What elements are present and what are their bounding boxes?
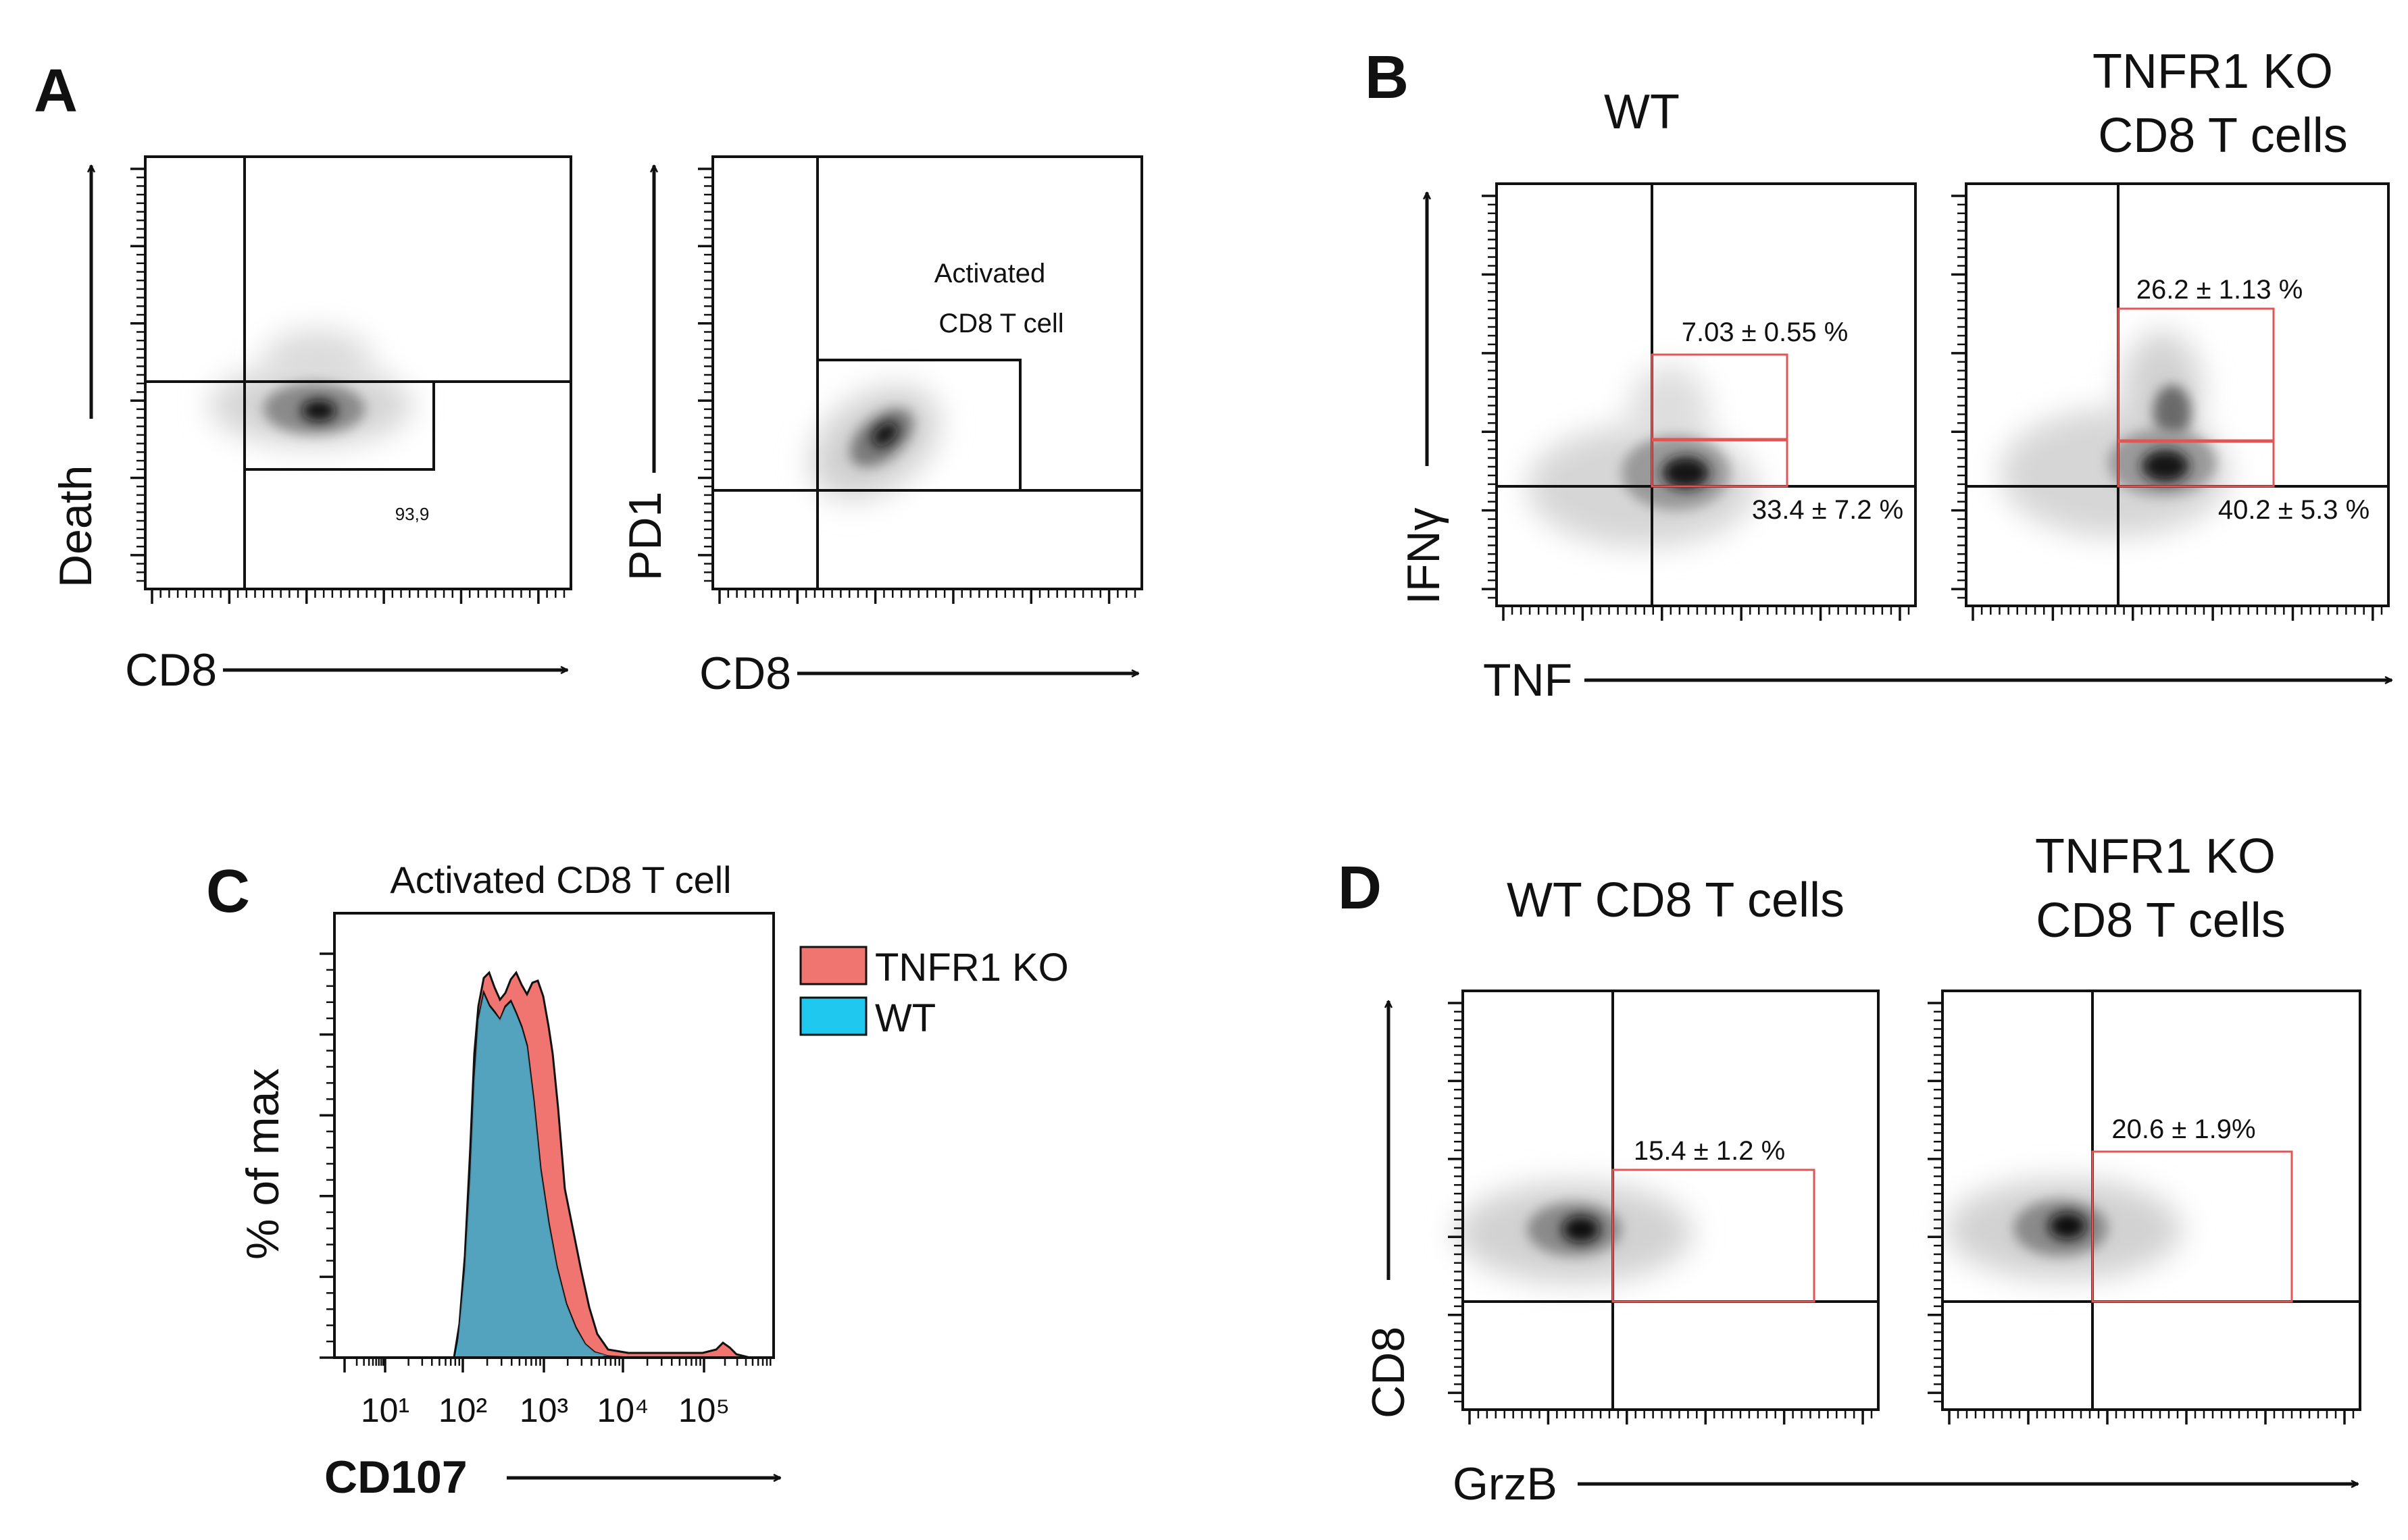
density-b-ko xyxy=(2000,331,2230,537)
legend-label-wt: WT xyxy=(875,996,936,1040)
y-ticks-d-wt xyxy=(1448,1002,1463,1403)
series-title-b-ko-line2: CD8 T cells xyxy=(2098,109,2347,163)
x-ticks-d-ko xyxy=(1948,1410,2355,1424)
y-ticks-b-wt xyxy=(1482,195,1497,599)
y-ticks-d-ko xyxy=(1928,1002,1942,1403)
x-ticks-c xyxy=(343,1358,772,1372)
ylabel-c: % of max xyxy=(237,1069,289,1260)
density-d-ko xyxy=(1946,1179,2182,1280)
series-title-d-ko-line1: TNFR1 KO xyxy=(2035,829,2276,883)
gate-label-b-ko-1: 26.2 ± 1.13 % xyxy=(2136,275,2303,305)
legend-label-tnfr1-ko: TNFR1 KO xyxy=(875,946,1069,990)
gate-label-b-ko-2: 40.2 ± 5.3 % xyxy=(2218,495,2369,525)
plot-a1: 93,9 Death CD8 xyxy=(50,155,572,696)
plot-a2: Activated CD8 T cell PD1 CD8 xyxy=(620,155,1143,699)
gate-b-ko-double xyxy=(2117,307,2275,442)
panel-label-b: B xyxy=(1365,44,1409,111)
panel-label-a: A xyxy=(34,57,78,125)
xlabel-a2: CD8 xyxy=(699,648,791,699)
ylabel-d: CD8 xyxy=(1363,1327,1414,1418)
gate-a2 xyxy=(816,359,1022,492)
density-a2 xyxy=(811,386,939,499)
panel-label-c: C xyxy=(206,858,250,925)
x-ticks-d-wt xyxy=(1468,1410,1873,1424)
legend-swatch-tnfr1-ko xyxy=(799,946,868,985)
gate-label-a2: CD8 T cell xyxy=(938,309,1063,338)
series-title-b-ko-line1: TNFR1 KO xyxy=(2092,45,2333,99)
x-tick-label-c-4: 10⁴ xyxy=(597,1391,649,1429)
series-title-d-ko-line2: CD8 T cells xyxy=(2036,894,2285,948)
gate-d-wt xyxy=(1611,1169,1815,1303)
y-ticks-b-ko xyxy=(1951,195,1966,599)
plot-b-wt: 7.03 ± 0.55 % 33.4 ± 7.2 % xyxy=(1482,182,1917,621)
chart-title-c: Activated CD8 T cell xyxy=(390,858,731,901)
histogram-tnfr1-ko xyxy=(334,971,774,1359)
x-ticks-a1 xyxy=(151,589,566,604)
histogram-overlap xyxy=(457,994,608,1356)
xlabel-a1: CD8 xyxy=(125,644,217,696)
density-a1 xyxy=(209,329,412,446)
xlabel-c: CD107 xyxy=(324,1452,468,1503)
x-tick-label-c-2: 10² xyxy=(438,1391,487,1429)
plot-frame-a2 xyxy=(711,155,1143,590)
series-title-d-wt: WT CD8 T cells xyxy=(1507,873,1845,927)
x-tick-label-c-1: 10¹ xyxy=(361,1391,409,1429)
series-title-b-wt: WT xyxy=(1604,85,1680,139)
plot-frame-c xyxy=(333,912,775,1359)
gate-b-wt-tnf xyxy=(1651,439,1788,488)
plot-d-ko: 20.6 ± 1.9% xyxy=(1928,990,2361,1424)
x-ticks-b-wt xyxy=(1502,606,1910,621)
ylabel-b: IFNγ xyxy=(1398,507,1449,605)
gate-label-d-wt: 15.4 ± 1.2 % xyxy=(1634,1136,1785,1166)
density-d-wt xyxy=(1456,1182,1692,1283)
x-ticks-b-ko xyxy=(1972,606,2383,621)
plot-b-ko: 26.2 ± 1.13 % 40.2 ± 5.3 % xyxy=(1951,182,2390,621)
plot-d-wt: 15.4 ± 1.2 % xyxy=(1448,990,1880,1424)
density-b-wt xyxy=(1527,365,1757,547)
plot-c: 10¹ 10² 10³ 10⁴ 10⁵ % of max CD107 xyxy=(237,912,780,1503)
gate-label-a1: 93,9 xyxy=(395,504,430,524)
xlabel-b: TNF xyxy=(1483,654,1572,706)
gate-d-ko xyxy=(2091,1150,2293,1303)
x-tick-label-c-5: 10⁵ xyxy=(678,1391,730,1429)
legend-swatch-wt xyxy=(799,996,868,1036)
legend-c: TNFR1 KO WT xyxy=(799,946,1069,1040)
gate-label-a2-line1: Activated xyxy=(934,259,1046,288)
ylabel-a2: PD1 xyxy=(620,492,671,581)
gate-label-b-wt-2: 33.4 ± 7.2 % xyxy=(1752,495,1903,525)
x-ticks-a2 xyxy=(718,589,1136,604)
y-ticks-c xyxy=(320,952,334,1359)
gate-b-wt-double xyxy=(1651,353,1788,440)
xlabel-d: GrzB xyxy=(1453,1458,1557,1510)
y-ticks-a1 xyxy=(130,168,145,582)
panel-label-d: D xyxy=(1338,854,1382,922)
gate-label-b-wt-1: 7.03 ± 0.55 % xyxy=(1682,317,1849,347)
gate-a1 xyxy=(243,380,435,471)
gate-b-ko-tnf xyxy=(2117,440,2275,488)
gate-label-d-ko: 20.6 ± 1.9% xyxy=(2111,1114,2255,1144)
y-ticks-a2 xyxy=(698,168,713,582)
ylabel-a1: Death xyxy=(50,465,101,588)
x-tick-label-c-3: 10³ xyxy=(520,1391,568,1429)
